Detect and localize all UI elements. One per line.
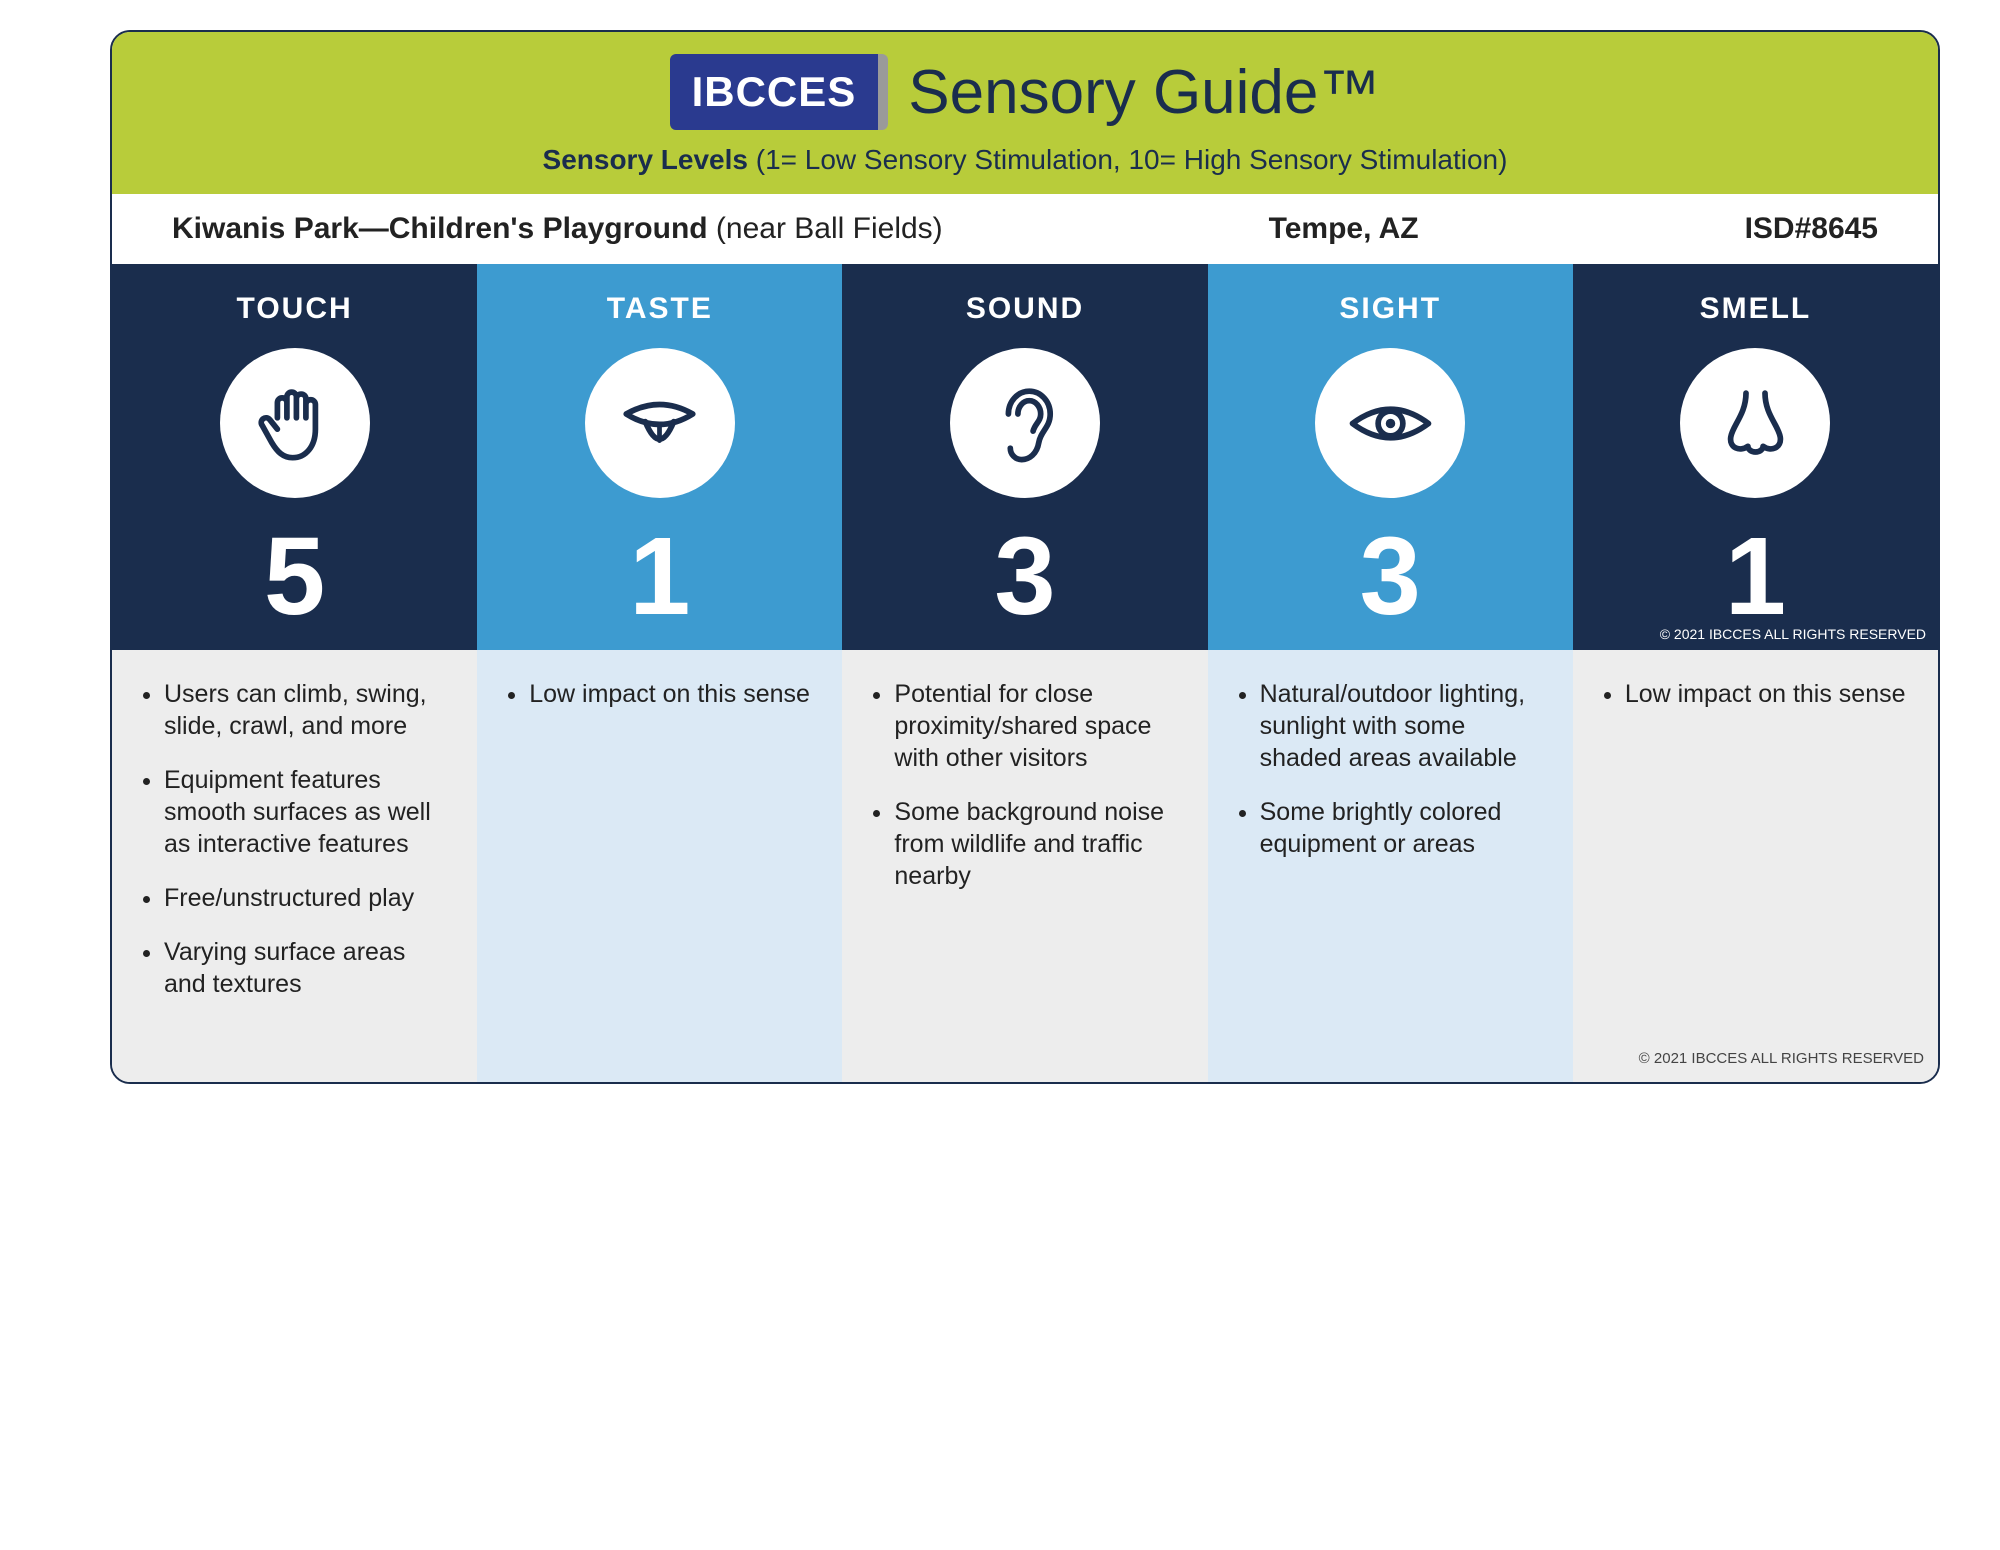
- guidelines-taste: Low impact on this sense: [477, 650, 842, 1082]
- copyright-text: © 2021 IBCCES ALL RIGHTS RESERVED: [1639, 1049, 1924, 1068]
- location-city: Tempe, AZ: [1269, 212, 1419, 246]
- brand-logo: IBCCES: [670, 54, 889, 130]
- bullet: Users can climb, swing, slide, crawl, an…: [164, 678, 451, 742]
- sense-score: 1: [487, 522, 832, 632]
- sense-score: 3: [852, 522, 1197, 632]
- sense-label: SOUND: [852, 292, 1197, 326]
- sense-label: SIGHT: [1218, 292, 1563, 326]
- copyright-text: © 2021 IBCCES ALL RIGHTS RESERVED: [1660, 626, 1926, 642]
- eye-icon: [1315, 348, 1465, 498]
- location-isd: ISD#8645: [1745, 212, 1878, 246]
- sense-label: SMELL: [1583, 292, 1928, 326]
- location-name-group: Kiwanis Park—Children's Playground (near…: [172, 212, 943, 246]
- location-bar: Kiwanis Park—Children's Playground (near…: [112, 194, 1938, 264]
- page-title: Sensory Guide™: [908, 57, 1380, 128]
- bullet: Some brightly colored equipment or areas: [1260, 796, 1547, 860]
- bullet: Natural/outdoor lighting, sunlight with …: [1260, 678, 1547, 774]
- sense-score: 1: [1583, 522, 1928, 632]
- guidelines-sound: Potential for close proximity/shared spa…: [842, 650, 1207, 1082]
- bullet: Low impact on this sense: [529, 678, 816, 710]
- header: IBCCES Sensory Guide™ Sensory Levels (1=…: [112, 32, 1938, 194]
- sense-score: 3: [1218, 522, 1563, 632]
- subtitle-label: Sensory Levels: [543, 144, 748, 175]
- sense-label: TOUCH: [122, 292, 467, 326]
- sense-col-sound: SOUND 3: [842, 264, 1207, 650]
- guidelines-sight: Natural/outdoor lighting, sunlight with …: [1208, 650, 1573, 1082]
- guidelines-row: PARTICIPANT GUIDELINES Users can climb, …: [112, 650, 1938, 1082]
- bullet: Some background noise from wildlife and …: [894, 796, 1181, 892]
- sense-col-taste: TASTE 1: [477, 264, 842, 650]
- sense-score-row: TOUCH 5 TASTE 1 SOUND 3 SIGHT: [112, 264, 1938, 650]
- location-detail: (near Ball Fields): [708, 212, 943, 245]
- guidelines-touch: Users can climb, swing, slide, crawl, an…: [112, 650, 477, 1082]
- logo-row: IBCCES Sensory Guide™: [112, 54, 1938, 130]
- mouth-icon: [585, 348, 735, 498]
- subtitle: Sensory Levels (1= Low Sensory Stimulati…: [112, 144, 1938, 176]
- subtitle-scale: (1= Low Sensory Stimulation, 10= High Se…: [748, 144, 1508, 175]
- hand-icon: [220, 348, 370, 498]
- sense-score: 5: [122, 522, 467, 632]
- ear-icon: [950, 348, 1100, 498]
- sense-col-touch: TOUCH 5: [112, 264, 477, 650]
- bullet: Free/unstructured play: [164, 882, 451, 914]
- bullet: Equipment features smooth surfaces as we…: [164, 764, 451, 860]
- sensory-guide-card: IBCCES Sensory Guide™ Sensory Levels (1=…: [110, 30, 1940, 1084]
- nose-icon: [1680, 348, 1830, 498]
- guidelines-smell: Low impact on this sense © 2021 IBCCES A…: [1573, 650, 1938, 1082]
- location-name: Kiwanis Park—Children's Playground: [172, 212, 708, 245]
- bullet: Potential for close proximity/shared spa…: [894, 678, 1181, 774]
- bullet: Varying surface areas and textures: [164, 936, 451, 1000]
- sense-col-smell: SMELL 1 © 2021 IBCCES ALL RIGHTS RESERVE…: [1573, 264, 1938, 650]
- sense-col-sight: SIGHT 3: [1208, 264, 1573, 650]
- sense-label: TASTE: [487, 292, 832, 326]
- bullet: Low impact on this sense: [1625, 678, 1912, 710]
